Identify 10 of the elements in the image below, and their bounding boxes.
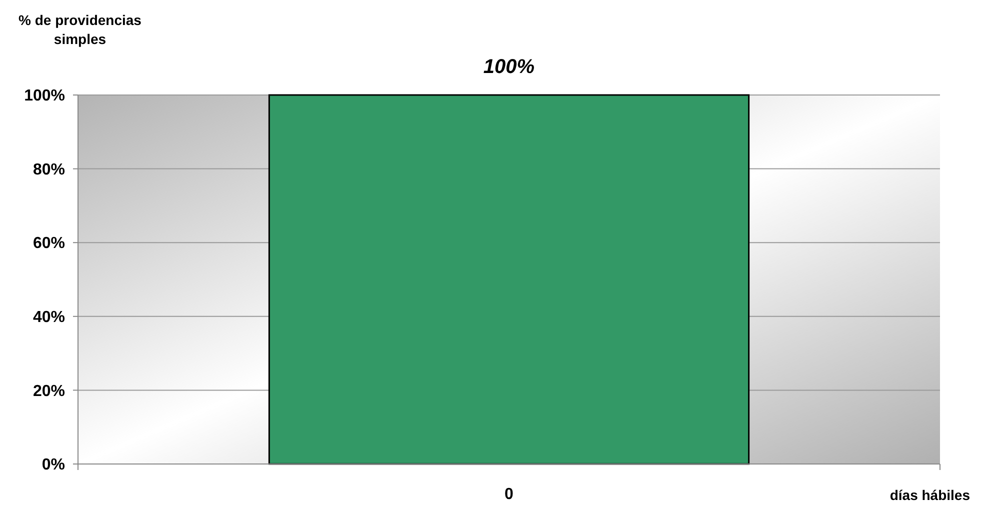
- y-axis-title: % de providencias simples: [18, 12, 142, 47]
- y-tick-label: 20%: [32, 382, 65, 400]
- y-tick-label: 100%: [24, 88, 65, 105]
- x-axis-title: días hábiles: [890, 487, 970, 503]
- y-tick-label: 60%: [32, 235, 65, 252]
- data-label: 100%: [483, 56, 535, 78]
- y-tick-label: 40%: [32, 309, 65, 326]
- y-tick-label: 0%: [42, 456, 65, 474]
- y-tick-label: 80%: [32, 161, 65, 178]
- x-tick-label: 0: [504, 486, 514, 503]
